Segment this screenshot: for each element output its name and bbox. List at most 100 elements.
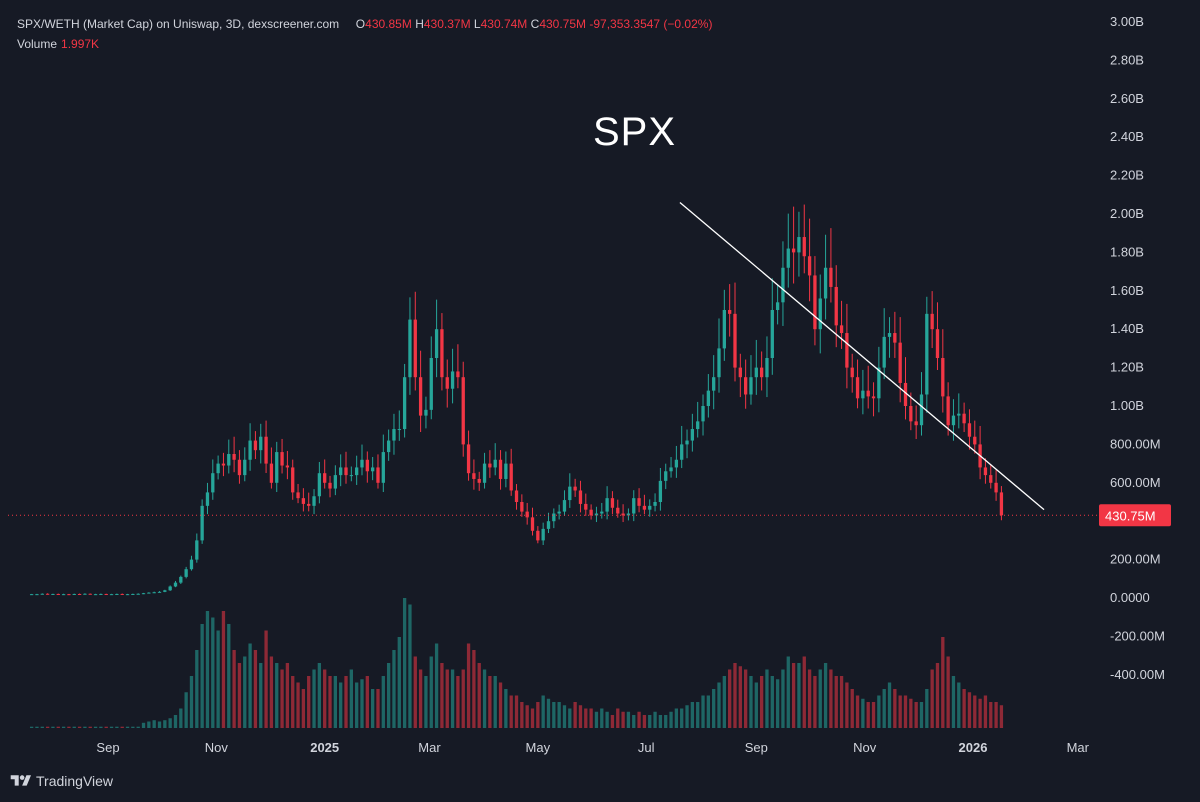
candle-body bbox=[184, 569, 188, 577]
volume-bar bbox=[99, 726, 103, 728]
candle-body bbox=[141, 593, 146, 595]
volume-bar bbox=[541, 695, 545, 728]
candle-body bbox=[626, 513, 631, 516]
candle-body bbox=[951, 415, 956, 426]
candle-body bbox=[669, 467, 673, 472]
candle-body bbox=[424, 409, 428, 416]
candle-body bbox=[861, 390, 865, 399]
candle-body bbox=[845, 333, 849, 368]
volume-bar bbox=[775, 679, 780, 728]
y-tick-label: 3.00B bbox=[1110, 14, 1144, 29]
volume-bar bbox=[397, 637, 401, 728]
y-axis[interactable]: 3.00B 2.80B 2.60B 2.40B 2.20B 2.00B 1.80B 1.60B… bbox=[1110, 14, 1165, 682]
candle-body bbox=[925, 313, 929, 395]
candle-body bbox=[850, 367, 854, 378]
candle-body bbox=[221, 463, 226, 466]
candle-body bbox=[653, 502, 657, 506]
candle-body bbox=[328, 482, 332, 489]
volume-bar bbox=[168, 718, 172, 728]
candle-body bbox=[40, 593, 44, 595]
volume-bar bbox=[200, 624, 204, 728]
volume-bar bbox=[339, 682, 343, 728]
volume-bar bbox=[221, 611, 226, 728]
candles-group bbox=[29, 204, 1004, 596]
volume-bar bbox=[871, 702, 876, 728]
volume-bar bbox=[205, 611, 210, 728]
candle-body bbox=[919, 394, 924, 426]
candle-body bbox=[370, 467, 375, 472]
candle-body bbox=[227, 454, 231, 466]
tradingview-branding[interactable]: TradingView bbox=[10, 773, 113, 789]
volume-bar bbox=[552, 702, 556, 728]
candle-body bbox=[989, 475, 993, 483]
volume-bar bbox=[472, 650, 476, 728]
volume-bar bbox=[67, 726, 71, 728]
candle-body bbox=[743, 377, 748, 395]
volume-bar bbox=[983, 695, 988, 728]
candle-body bbox=[536, 530, 540, 541]
candle-body bbox=[445, 377, 449, 389]
x-tick-label: Nov bbox=[205, 740, 229, 755]
candle-body bbox=[323, 473, 327, 483]
candle-body bbox=[994, 482, 998, 493]
volume-bar bbox=[530, 708, 535, 728]
candle-body bbox=[706, 390, 711, 406]
candle-body bbox=[301, 498, 306, 504]
volume-bar bbox=[610, 715, 615, 728]
candle-body bbox=[738, 367, 742, 378]
candle-body bbox=[765, 358, 769, 378]
candle-body bbox=[983, 467, 988, 476]
candle-body bbox=[285, 465, 290, 468]
volume-bar bbox=[227, 624, 231, 728]
volume-bar bbox=[488, 676, 492, 728]
volume-bar bbox=[344, 676, 348, 728]
candle-body bbox=[413, 319, 417, 378]
volume-bar bbox=[621, 711, 625, 728]
volume-bar bbox=[365, 676, 369, 728]
candle-body bbox=[605, 498, 609, 512]
candle-body bbox=[77, 593, 82, 595]
volume-bar bbox=[440, 663, 444, 728]
candle-body bbox=[152, 592, 156, 594]
volume-bar bbox=[914, 702, 918, 728]
candle-body bbox=[488, 463, 492, 468]
candle-body bbox=[466, 444, 471, 474]
candle-body bbox=[946, 396, 950, 426]
volume-bar bbox=[243, 656, 247, 728]
volume-label[interactable]: Volume bbox=[17, 37, 58, 51]
volume-bar bbox=[184, 692, 188, 728]
candle-body bbox=[205, 492, 210, 506]
candle-body bbox=[557, 511, 561, 514]
volume-bar bbox=[333, 676, 338, 728]
x-axis[interactable]: Sep Nov 2025 Mar May Jul Sep Nov 2026 Mar bbox=[96, 740, 1089, 755]
volume-bar bbox=[360, 679, 364, 728]
candle-body bbox=[88, 593, 92, 595]
volume-bar bbox=[445, 669, 449, 728]
candle-body bbox=[45, 593, 50, 595]
candle-body bbox=[621, 513, 625, 516]
y-tick-label: 1.00B bbox=[1110, 398, 1144, 413]
volume-bar bbox=[45, 726, 50, 728]
candle-body bbox=[243, 459, 247, 476]
candle-body bbox=[610, 498, 615, 508]
candle-body bbox=[893, 333, 897, 343]
volume-bar bbox=[115, 726, 119, 728]
candle-body bbox=[232, 454, 236, 460]
candle-body bbox=[999, 492, 1004, 516]
volume-bar bbox=[195, 650, 199, 728]
volume-bar bbox=[232, 650, 236, 728]
volume-bar bbox=[696, 702, 700, 728]
trendline[interactable] bbox=[679, 201, 1045, 511]
volume-bar bbox=[616, 708, 620, 728]
candle-body bbox=[957, 413, 961, 416]
volume-bar bbox=[562, 705, 567, 728]
candle-body bbox=[882, 336, 886, 368]
volume-bar bbox=[573, 702, 577, 728]
symbol-label[interactable]: SPX/WETH (Market Cap) on Uniswap, 3D, de… bbox=[17, 17, 340, 31]
volume-bar bbox=[855, 695, 860, 728]
candle-body bbox=[973, 436, 977, 445]
volume-bar bbox=[461, 669, 465, 728]
candle-body bbox=[696, 421, 700, 430]
